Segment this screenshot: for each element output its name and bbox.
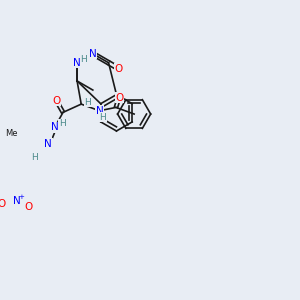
Text: O: O [115, 92, 123, 103]
Text: N: N [73, 58, 81, 68]
Text: H: H [85, 98, 91, 107]
Text: O: O [0, 199, 6, 209]
Text: O: O [115, 64, 123, 74]
Text: N: N [13, 196, 21, 206]
Text: O: O [24, 202, 32, 212]
Text: H: H [99, 113, 106, 122]
Text: H: H [80, 55, 87, 64]
Text: N: N [44, 139, 52, 149]
Text: N: N [95, 106, 103, 116]
Text: Me: Me [5, 129, 18, 138]
Text: +: + [18, 194, 24, 200]
Text: N: N [51, 122, 59, 132]
Text: H: H [32, 153, 38, 162]
Text: H: H [59, 119, 66, 128]
Text: N: N [89, 49, 97, 59]
Text: O: O [52, 96, 61, 106]
